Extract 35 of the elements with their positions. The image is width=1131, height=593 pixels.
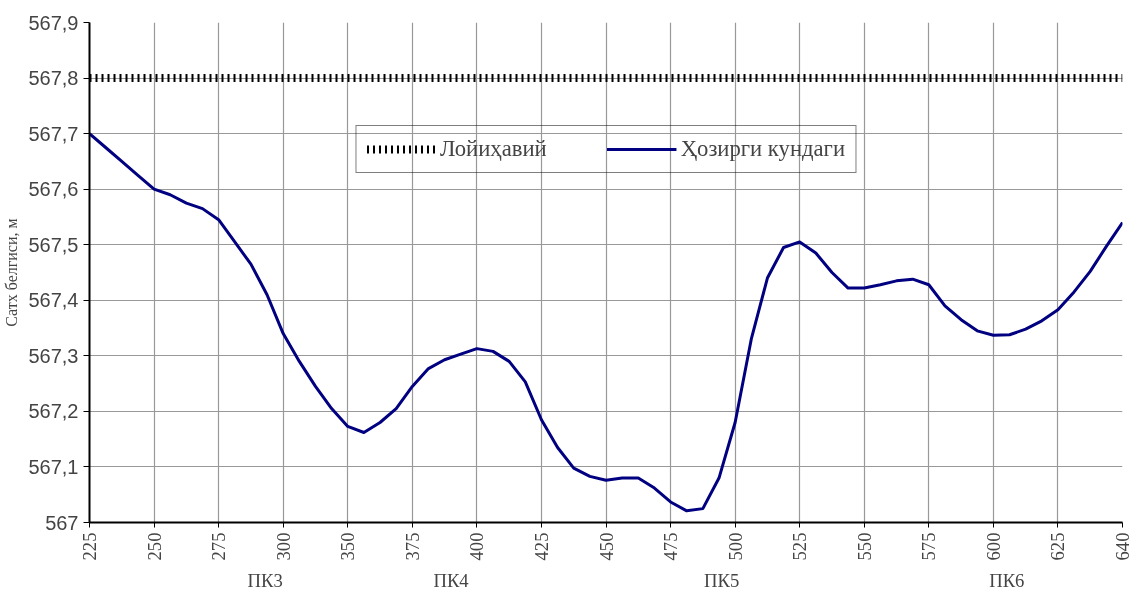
- x-tick-label: 300: [272, 532, 294, 561]
- x-tick-label: 225: [79, 532, 100, 561]
- y-tick-label: 567,5: [28, 233, 79, 256]
- y-tick-label: 567,6: [28, 178, 79, 201]
- x-tick-label: 400: [466, 532, 488, 561]
- y-tick-label: 567: [45, 511, 79, 534]
- x-tick-label: 550: [853, 532, 875, 561]
- text: ПК6: [989, 569, 1025, 591]
- x-tick-label: 450: [595, 532, 617, 561]
- y-tick-label: 567,1: [28, 455, 79, 478]
- text: ПК4: [433, 569, 470, 591]
- x-tick-label: 600: [982, 532, 1004, 561]
- x-tick-label: 525: [789, 532, 811, 561]
- x-tick-label: 640: [1112, 532, 1131, 561]
- x-tick-label: 575: [918, 532, 940, 561]
- y-tick-label: 567,3: [28, 344, 79, 367]
- y-tick-label: 567,4: [28, 289, 79, 312]
- x-tick-label: 475: [660, 532, 682, 561]
- y-tick-label: 567,2: [28, 400, 79, 423]
- y-tick-label: 567,9: [28, 11, 79, 34]
- legend-label: Ҳозирги кундаги: [680, 136, 846, 162]
- y-axis-title: Сатх белгиси, м: [3, 218, 21, 327]
- text: ПК5: [704, 569, 740, 591]
- x-tick-label: 350: [337, 532, 359, 561]
- text: ПК3: [247, 569, 283, 591]
- y-tick-label: 567,8: [28, 67, 79, 90]
- y-tick-label: 567,7: [28, 122, 79, 145]
- legend-label: Лойиҳавий: [439, 136, 547, 162]
- line-series: [89, 132, 1123, 513]
- x-tick-label: 425: [530, 532, 552, 561]
- x-tick-label: 625: [1047, 532, 1069, 561]
- x-tick-label: 275: [208, 532, 230, 561]
- x-tick-label: 250: [143, 532, 165, 561]
- x-tick-label: 375: [401, 532, 423, 561]
- x-tick-label: 500: [724, 532, 746, 561]
